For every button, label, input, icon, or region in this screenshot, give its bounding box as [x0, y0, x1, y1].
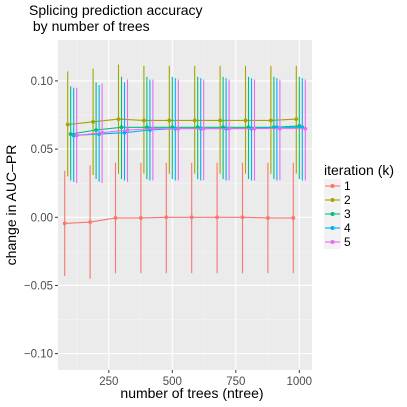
chart-title-line-2: by number of trees	[29, 18, 150, 34]
data-point	[119, 125, 124, 130]
data-point	[303, 126, 308, 131]
data-point	[65, 122, 70, 127]
x-axis-title: number of trees (ntree)	[120, 385, 263, 401]
legend-label: 4	[344, 221, 351, 235]
x-tick-label: 250	[99, 376, 118, 388]
data-point	[294, 117, 299, 121]
data-point	[269, 118, 273, 123]
y-tick-label: 0.00	[31, 212, 53, 224]
data-point	[218, 118, 223, 123]
x-tick-label: 1000	[287, 376, 313, 388]
data-point	[71, 133, 76, 138]
data-point	[215, 215, 220, 220]
data-point	[201, 126, 206, 131]
data-point	[68, 132, 73, 136]
x-tick-label: 500	[163, 376, 182, 388]
data-point	[291, 216, 296, 220]
series-line	[67, 118, 297, 126]
legend-label: 5	[344, 235, 351, 249]
legend-key-point	[330, 240, 335, 244]
series-line	[70, 125, 300, 135]
legend-key	[324, 207, 341, 221]
data-point	[74, 133, 79, 138]
legend-key	[324, 221, 341, 235]
data-point	[192, 118, 197, 123]
y-tick-label: −0.05	[24, 280, 53, 292]
data-point	[176, 126, 181, 131]
legend-label: 3	[344, 207, 351, 221]
series-2	[65, 64, 299, 177]
y-tick-label: 0.05	[31, 144, 53, 156]
x-axis: 250 500 750 1000	[99, 370, 312, 388]
legend-key-point	[330, 226, 335, 230]
plot-panel	[58, 40, 312, 370]
legend-key-point	[330, 184, 335, 188]
y-axis: −0.10 −0.05 0.00 0.05 0.10	[24, 76, 58, 361]
data-point	[243, 118, 248, 123]
data-point	[252, 126, 257, 131]
data-point	[125, 128, 130, 132]
data-point	[122, 130, 127, 135]
data-point	[88, 220, 92, 224]
data-point	[167, 118, 172, 123]
series-layer	[62, 64, 308, 279]
legend-key	[324, 179, 341, 193]
data-point	[142, 118, 146, 123]
series-5	[74, 79, 308, 184]
legend-key-point	[330, 212, 335, 216]
legend-key	[324, 235, 341, 249]
data-point	[139, 216, 143, 220]
data-point	[266, 216, 270, 220]
legend-label: 2	[344, 193, 351, 207]
legend-title: iteration (k)	[324, 162, 394, 178]
x-tick-label: 750	[226, 376, 245, 388]
legend-label: 1	[344, 179, 351, 193]
data-point	[227, 126, 232, 131]
data-point	[189, 215, 194, 220]
data-point	[278, 126, 282, 131]
legend-key-point	[330, 198, 335, 202]
data-point	[91, 119, 95, 124]
legend-key	[324, 193, 341, 207]
y-axis-title: change in AUC–PR	[3, 145, 19, 266]
series-1	[62, 162, 296, 279]
data-point	[100, 130, 104, 135]
data-point	[116, 117, 121, 121]
y-tick-label: −0.10	[24, 349, 53, 361]
data-point	[164, 215, 169, 220]
data-point	[151, 126, 155, 131]
data-point	[240, 215, 245, 220]
series-line	[64, 216, 294, 224]
series-line	[76, 128, 306, 137]
chart-title-line-1: Splicing prediction accuracy	[29, 2, 203, 18]
data-point	[145, 125, 149, 130]
data-point	[113, 216, 118, 220]
y-tick-label: 0.10	[31, 76, 53, 88]
data-point	[94, 128, 98, 132]
data-point	[62, 221, 67, 226]
